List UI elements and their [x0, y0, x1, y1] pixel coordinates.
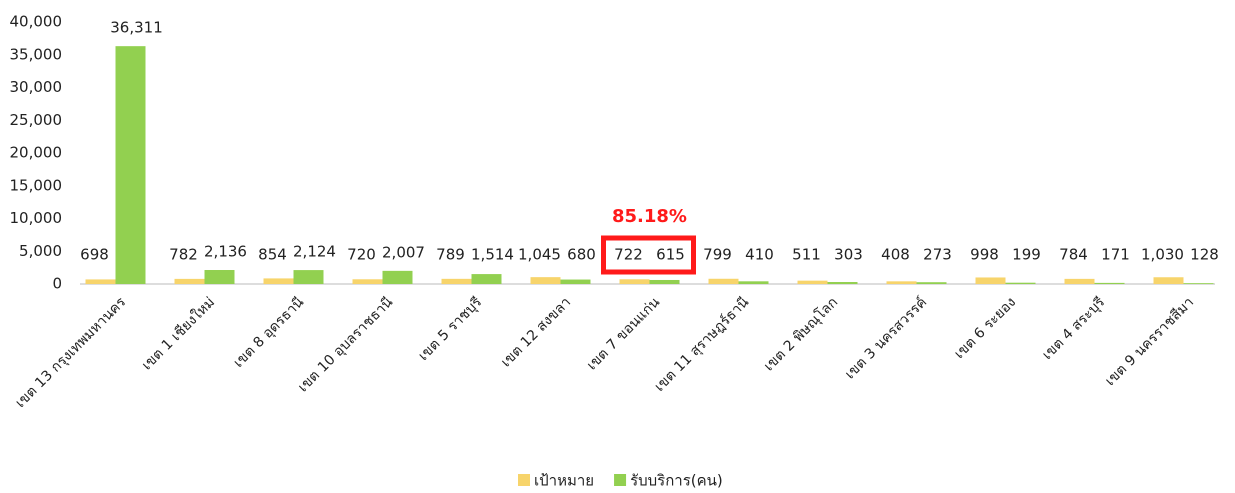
y-tick-label: 40,000	[10, 13, 63, 31]
value-label: 171	[1101, 246, 1130, 264]
bar	[649, 279, 680, 284]
value-label: 2,136	[204, 243, 247, 261]
bar	[827, 282, 858, 284]
value-label: 615	[656, 246, 685, 264]
value-label: 782	[169, 246, 198, 264]
x-tick-label: เขต 12 สงขลา	[498, 294, 574, 370]
value-label: 720	[347, 246, 376, 264]
bar	[115, 46, 146, 284]
y-tick-label: 5,000	[19, 242, 62, 260]
y-tick-label: 25,000	[10, 111, 63, 129]
x-tick-label: เขต 13 กรุงเทพมหานคร	[12, 294, 129, 411]
bar	[204, 270, 235, 284]
bar	[619, 279, 650, 284]
value-label: 2,007	[382, 243, 425, 261]
value-label: 408	[881, 246, 910, 264]
x-tick-label: เขต 11 สุราษฎร์ธานี	[651, 293, 753, 395]
value-label: 722	[614, 246, 643, 264]
x-tick-label: เขต 3 นครสวรรค์	[841, 294, 930, 383]
legend-label: รับบริการ(คน)	[630, 472, 723, 490]
x-tick-label: เขต 7 ขอนแก่น	[584, 294, 663, 373]
bar	[1183, 283, 1214, 284]
value-label: 799	[703, 246, 732, 264]
bar	[441, 278, 472, 284]
value-label: 128	[1190, 246, 1219, 264]
y-tick-label: 0	[52, 275, 62, 293]
x-tick-label: เขต 9 นครราชสีมา	[1102, 294, 1197, 389]
value-label: 784	[1059, 246, 1088, 264]
bar	[1153, 277, 1184, 284]
highlight-box	[601, 235, 696, 275]
bar	[382, 270, 413, 284]
bar	[975, 277, 1006, 284]
bar	[1005, 282, 1036, 284]
y-tick-label: 30,000	[10, 78, 63, 96]
y-tick-label: 10,000	[10, 209, 63, 227]
value-label: 698	[80, 246, 109, 264]
bar	[293, 270, 324, 284]
bar	[174, 278, 205, 284]
x-tick-label: เขต 1 เชียงใหม่	[138, 294, 218, 374]
x-tick-label: เขต 6 ระยอง	[951, 294, 1019, 362]
value-label: 1,045	[518, 246, 561, 264]
bar	[916, 282, 947, 284]
y-tick-label: 20,000	[10, 144, 63, 162]
value-label: 273	[923, 246, 952, 264]
bar	[530, 277, 561, 284]
value-label: 680	[567, 246, 596, 264]
legend-swatch	[518, 474, 530, 486]
x-tick-label: เขต 8 อุดรธานี	[231, 294, 308, 371]
value-label: 2,124	[293, 243, 336, 261]
x-tick-label: เขต 10 อุบลราชธานี	[295, 294, 396, 395]
bar	[1064, 278, 1095, 284]
value-label: 36,311	[110, 19, 163, 37]
bar	[85, 279, 116, 284]
value-label: 199	[1012, 246, 1041, 264]
bar	[886, 281, 917, 284]
value-label: 511	[792, 246, 821, 264]
value-label: 789	[436, 246, 465, 264]
value-label: 303	[834, 246, 863, 264]
x-tick-label: เขต 4 สระบุรี	[1039, 294, 1108, 363]
x-tick-label: เขต 5 ราชบุรี	[415, 294, 485, 364]
value-label: 410	[745, 246, 774, 264]
bar	[352, 279, 383, 284]
value-label: 854	[258, 246, 287, 264]
bar	[1094, 282, 1125, 284]
bar	[797, 280, 828, 284]
legend-swatch	[614, 474, 627, 486]
x-tick-label: เขต 2 พิษณุโลก	[760, 294, 841, 375]
bar	[471, 274, 502, 284]
y-tick-label: 15,000	[10, 176, 63, 194]
bar	[738, 281, 769, 284]
value-label: 1,514	[471, 246, 514, 264]
value-label: 1,030	[1141, 246, 1184, 264]
value-label: 998	[970, 246, 999, 264]
y-tick-label: 35,000	[10, 45, 63, 63]
annotation: 85.18%	[612, 206, 687, 227]
bar	[560, 279, 591, 284]
bar	[708, 278, 739, 284]
bar	[263, 278, 294, 284]
legend-label: เป้าหมาย	[534, 472, 594, 490]
